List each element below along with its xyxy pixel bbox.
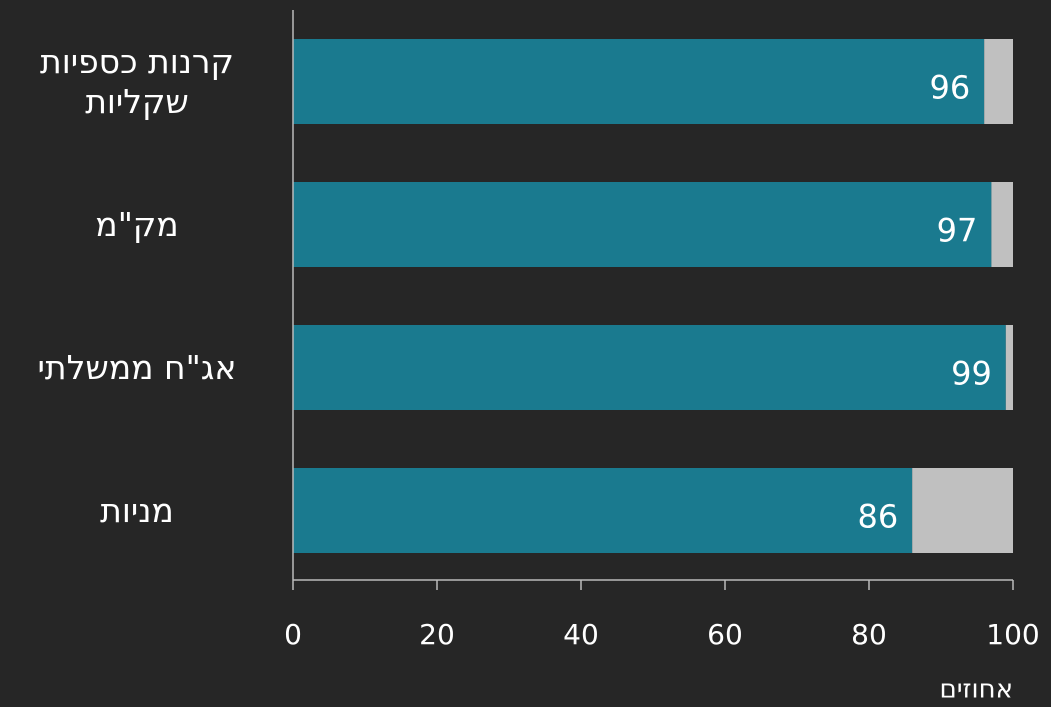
value-label: 97 <box>937 212 978 250</box>
category-label: מק"מ <box>95 204 179 244</box>
x-tick-label: 100 <box>986 618 1039 651</box>
bar-segment <box>991 182 1013 267</box>
x-tick-label: 0 <box>284 618 302 651</box>
bar-segment <box>293 182 992 267</box>
x-tick-label: 60 <box>707 618 743 651</box>
bar-segment <box>912 468 1013 553</box>
bar-segment <box>984 39 1013 124</box>
x-axis-label: אחוזים <box>939 675 1013 705</box>
x-tick-label: 80 <box>851 618 887 651</box>
bar-segment <box>1005 325 1013 410</box>
category-label: קרנות כספיות שקליות <box>40 41 234 121</box>
value-label: 99 <box>951 355 992 393</box>
x-tick-label: 20 <box>419 618 455 651</box>
category-label: מניות <box>100 490 174 530</box>
value-label: 96 <box>929 69 970 107</box>
bar-segment <box>293 468 913 553</box>
value-label: 86 <box>857 498 898 536</box>
bar-segment <box>293 325 1006 410</box>
bar-segment <box>293 39 985 124</box>
category-label: אג"ח ממשלתי <box>37 347 237 387</box>
x-tick-label: 40 <box>563 618 599 651</box>
